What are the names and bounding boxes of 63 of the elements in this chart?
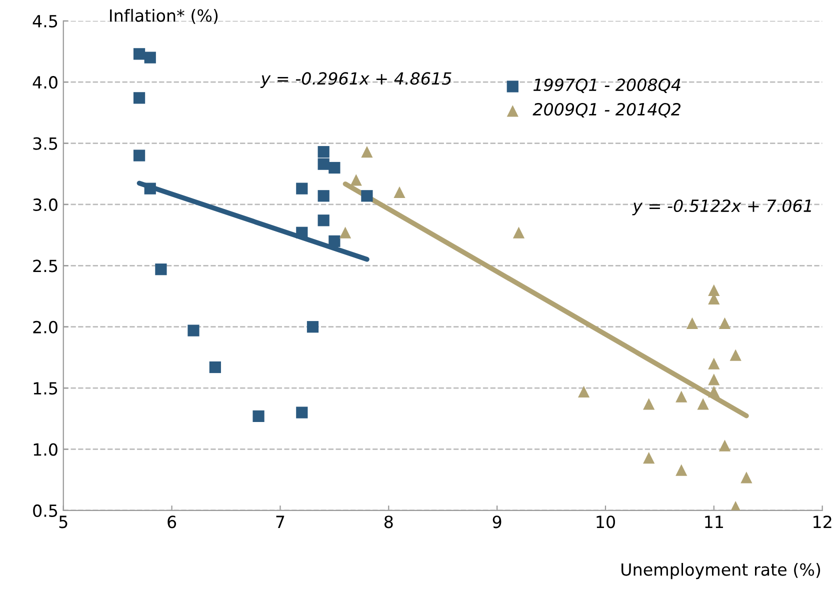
point <box>708 386 720 398</box>
x-tick-label: 9 <box>492 516 502 528</box>
y-tick-label: 1.5 <box>34 382 58 395</box>
point <box>578 386 590 398</box>
point <box>643 398 655 410</box>
y-tick-label: 3.0 <box>33 198 58 212</box>
point <box>296 406 308 418</box>
point <box>697 398 709 410</box>
point <box>318 158 330 170</box>
y-tick-label: 4.0 <box>32 76 58 89</box>
point <box>339 226 352 238</box>
y-tick-label: 3.5 <box>33 137 58 150</box>
point <box>209 361 221 374</box>
x-tick-label: 5 <box>59 516 68 528</box>
point <box>718 317 731 329</box>
y-tick-label: 1.0 <box>34 443 58 456</box>
point <box>328 162 340 174</box>
point <box>686 317 698 329</box>
point <box>643 452 655 464</box>
y-tick-label: 4.5 <box>32 15 58 28</box>
y-tick-label: 0.5 <box>33 504 58 518</box>
y-tick-label: 2.0 <box>33 320 58 334</box>
x-tick-label: 11 <box>705 516 723 528</box>
point <box>676 390 688 402</box>
point <box>350 174 362 186</box>
x-tick-label: 6 <box>168 516 176 528</box>
point <box>318 214 330 226</box>
point <box>133 48 146 60</box>
point <box>361 190 373 202</box>
point <box>155 264 167 276</box>
point <box>296 182 308 194</box>
point <box>361 146 373 158</box>
legend-label: 1997Q1 - 2008Q4 <box>533 78 680 94</box>
annotation: y = -0.2961x + 4.8615 <box>260 72 452 88</box>
point <box>133 150 146 162</box>
point <box>740 472 752 484</box>
point <box>252 410 264 422</box>
point <box>676 464 688 476</box>
point <box>708 374 720 386</box>
annotation: y = -0.5122x + 7.061 <box>632 199 811 216</box>
point <box>188 324 200 336</box>
point <box>394 186 406 198</box>
point <box>133 92 146 104</box>
legend-label: 2009Q1 - 2014Q2 <box>532 102 680 118</box>
point <box>328 235 340 247</box>
point <box>718 440 731 452</box>
point <box>708 358 720 370</box>
x-tick-label: 7 <box>276 516 284 528</box>
point <box>144 52 156 64</box>
point <box>318 146 330 158</box>
y-tick-label: 2.5 <box>33 260 58 272</box>
point <box>708 284 720 296</box>
x-tick-label: 12 <box>814 516 832 528</box>
point <box>296 226 308 238</box>
point <box>730 349 742 361</box>
point <box>512 226 525 238</box>
point <box>144 182 156 194</box>
point <box>306 321 319 333</box>
x-tick-label: 10 <box>596 516 615 528</box>
x-tick-label: 8 <box>384 516 393 528</box>
point <box>318 190 330 202</box>
x-axis-title: Unemployment rate (%) <box>622 562 820 580</box>
y-axis-title: Inflation* (%) <box>110 8 218 24</box>
